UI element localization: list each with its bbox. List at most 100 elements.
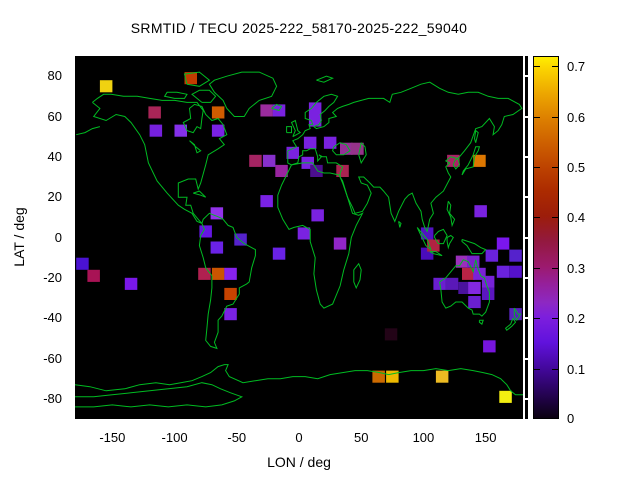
coastline-antarctica_coast: [75, 364, 523, 396]
x-tick-label: 50: [353, 430, 369, 445]
edge-bar-notch: [525, 75, 528, 78]
tec-cell: [210, 207, 224, 220]
y-tick-label: -40: [43, 310, 62, 326]
colorbar-tick-mark: [534, 418, 540, 419]
coastline-sri_lanka: [398, 221, 402, 228]
tec-cell: [198, 267, 211, 280]
world-map-canvas: [75, 71, 523, 408]
tec-cell: [260, 195, 273, 208]
coastline-ireland: [286, 126, 292, 134]
coastline-iceland: [271, 103, 283, 112]
tec-cell: [435, 370, 449, 383]
tec-cell: [210, 241, 224, 254]
tec-cell: [333, 237, 347, 250]
y-tick-label: 20: [47, 189, 62, 205]
colorbar-tick-mark: [552, 318, 558, 320]
colorbar-tick-label: 0.6: [567, 109, 586, 125]
tec-cell: [149, 124, 163, 137]
tec-cell: [483, 340, 496, 353]
colorbar-tick-label: 0.1: [567, 361, 586, 377]
tec-cell: [499, 390, 512, 403]
edge-bar-notch: [525, 276, 528, 279]
tec-cell: [351, 142, 364, 155]
colorbar-tick-mark: [534, 217, 540, 219]
tec-cell: [124, 277, 138, 290]
tec-cell: [311, 209, 324, 222]
colorbar-tick-mark: [534, 66, 540, 68]
tec-cell: [496, 265, 510, 278]
coastline-borneo: [434, 228, 448, 245]
tec-cell: [386, 370, 399, 383]
tec-cell: [509, 249, 522, 262]
colorbar-tick-mark: [534, 116, 540, 118]
y-tick-label: 0: [54, 229, 62, 245]
tec-cell: [99, 80, 113, 93]
coastline-japan: [461, 146, 481, 176]
tec-cell: [308, 102, 322, 115]
edge-bar-notch: [525, 317, 528, 320]
coastline-sakhalin: [473, 129, 479, 143]
colorbar-tick-mark: [552, 166, 558, 168]
colorbar-tick-mark: [534, 267, 540, 269]
tec-cell: [297, 227, 311, 240]
map-right-edge-bar: [525, 56, 528, 419]
coastline-south_america: [198, 212, 256, 350]
tec-cell: [468, 296, 481, 309]
colorbar-tick-label: 0: [567, 411, 575, 426]
tec-cell: [473, 154, 486, 167]
coastline-north_america: [92, 93, 228, 224]
colorbar-tick-mark: [552, 116, 558, 118]
x-tick-label: -50: [227, 430, 247, 445]
coastline-black_sea: [332, 142, 351, 156]
coastline-new_zealand_south: [504, 317, 517, 332]
coastline-sulawesi: [446, 234, 454, 250]
coastline-uk: [290, 119, 302, 138]
colorbar-tick-label: 0.2: [567, 311, 586, 327]
map-plot-area: [75, 56, 523, 419]
tec-cell: [420, 227, 434, 240]
edge-bar-notch: [525, 196, 528, 199]
tec-cell: [174, 124, 187, 137]
edge-bar-notch: [525, 115, 528, 118]
coastline-eurasia: [287, 81, 523, 233]
edge-bar-notch: [525, 155, 528, 158]
coastline-madagascar: [353, 262, 362, 290]
tec-cell: [224, 267, 237, 280]
tec-cell: [275, 164, 288, 177]
colorbar-tick-label: 0.4: [567, 210, 586, 226]
colorbar-tick-mark: [552, 66, 558, 68]
tec-cell: [474, 205, 487, 218]
colorbar-tick-mark: [534, 318, 540, 320]
tec-cell: [76, 257, 89, 270]
colorbar: [533, 56, 559, 419]
tec-cell: [458, 281, 471, 294]
tec-cell: [184, 72, 197, 85]
edge-bar-notch: [525, 357, 528, 360]
coastline-great_lakes: [189, 140, 202, 154]
tec-cell: [224, 287, 237, 300]
tec-cell: [467, 255, 480, 268]
coastline-greenland: [208, 71, 278, 117]
coastline-new_guinea: [461, 239, 487, 255]
tec-cell: [211, 267, 225, 280]
tec-cell: [445, 277, 459, 290]
x-tick-label: 150: [474, 430, 497, 445]
x-tick-label: 100: [412, 430, 435, 445]
coastline-svalbard: [316, 75, 334, 83]
colorbar-tick-label: 0.7: [567, 59, 586, 75]
edge-bar-notch: [525, 236, 528, 239]
coastline-new_zealand_north: [513, 307, 522, 322]
tec-cell: [272, 247, 286, 260]
coastline-cuba: [193, 190, 207, 198]
tec-cell: [496, 237, 510, 250]
coastline-antarctica_inner: [75, 382, 244, 408]
colorbar-tick-mark: [552, 267, 558, 269]
tec-cell: [323, 136, 337, 149]
x-axis-label: LON / deg: [267, 454, 331, 470]
x-tick-label: 0: [295, 430, 303, 445]
coastline-philippines: [446, 200, 456, 228]
colorbar-tick-mark: [552, 217, 558, 219]
tec-cell: [310, 164, 323, 177]
y-tick-label: -80: [43, 390, 62, 406]
